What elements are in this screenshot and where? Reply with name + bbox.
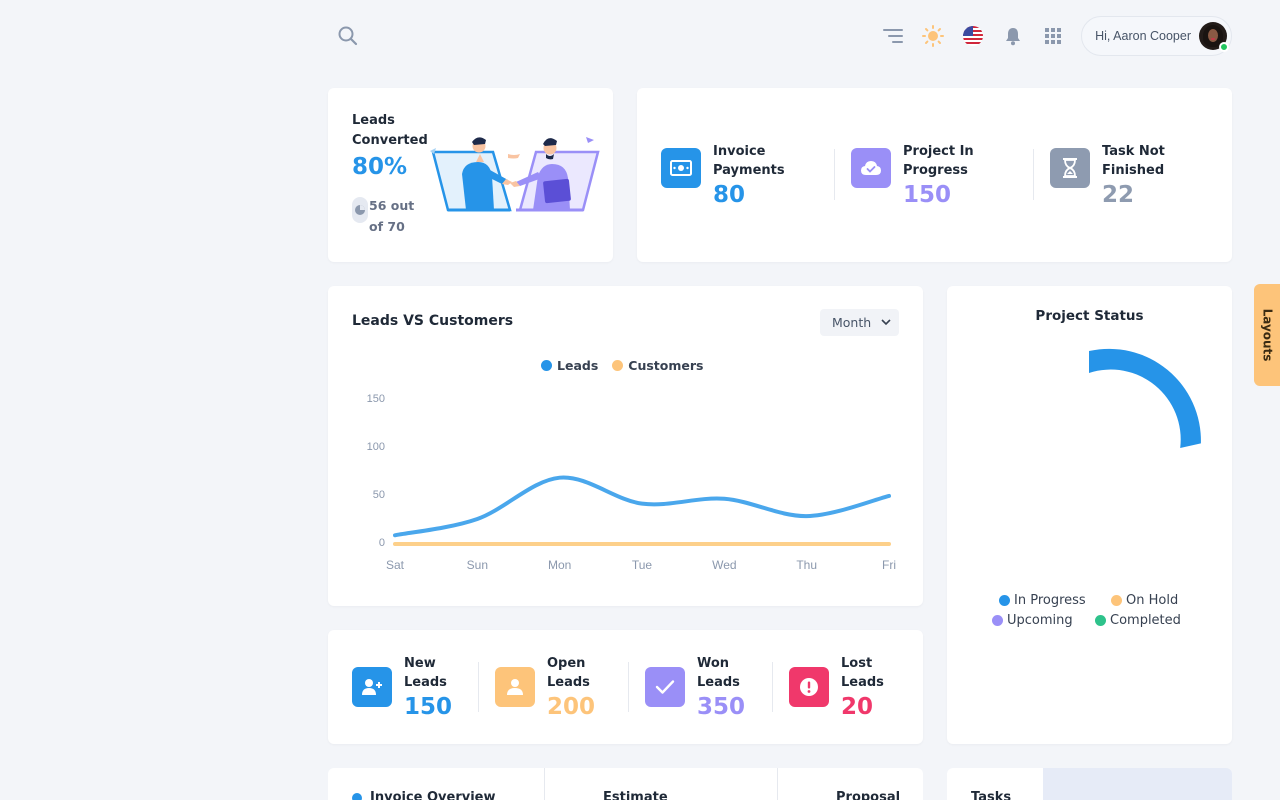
donut-segment-in-progress [1089, 348, 1201, 448]
leads-converted-card: Leads Converted 80% 56 out of 70 [328, 88, 613, 262]
stat-label: Won Leads [697, 656, 740, 690]
y-tick-label: 50 [373, 489, 385, 501]
stat-task-not-finished: Task Not Finished 22 [1050, 142, 1192, 210]
online-status-dot [1219, 42, 1229, 52]
stat-label: Project In Progress [903, 144, 974, 178]
y-tick-label: 0 [379, 537, 385, 549]
legend-item-customers[interactable]: Customers [612, 358, 703, 373]
alert-icon [789, 667, 829, 707]
x-tick-label: Sun [467, 558, 488, 572]
user-icon [495, 667, 535, 707]
x-tick-label: Wed [712, 558, 736, 572]
layouts-side-tab[interactable]: Layouts [1254, 284, 1280, 386]
leads-converted-title: Leads Converted [352, 113, 428, 148]
legend-completed[interactable]: Completed [1095, 613, 1181, 628]
user-plus-icon [352, 667, 392, 707]
stat-label: Lost Leads [841, 656, 884, 690]
invoice-tabs-card: Invoice Overview Estimate Proposal [328, 768, 923, 800]
divider [544, 768, 545, 800]
tasks-card: Tasks [947, 768, 1232, 800]
stat-value: 200 [547, 694, 596, 720]
stat-won-leads: Won Leads 350 [645, 654, 757, 722]
stat-label: Invoice Payments [713, 144, 785, 178]
x-tick-label: Sat [386, 558, 405, 572]
stat-value: 150 [404, 694, 453, 720]
stat-lost-leads: Lost Leads 20 [789, 654, 901, 722]
stat-label: Task Not Finished [1102, 144, 1165, 178]
user-greeting: Hi, Aaron Cooper [1095, 29, 1191, 43]
chevron-down-icon [881, 319, 891, 326]
user-menu[interactable]: Hi, Aaron Cooper [1081, 16, 1232, 56]
stat-value: 80 [713, 182, 746, 208]
us-flag-icon[interactable] [953, 16, 993, 56]
stat-invoice-payments: Invoice Payments 80 [661, 142, 801, 210]
legend-upcoming[interactable]: Upcoming [992, 613, 1073, 628]
leads-converted-percent: 80% [352, 154, 408, 180]
check-icon [645, 667, 685, 707]
legend-item-leads[interactable]: Leads [541, 358, 598, 373]
lead-stats-card: New Leads 150 Open Leads 200 Won Leads 3… [328, 630, 923, 744]
leads-converted-count: 56 out of 70 [369, 198, 415, 234]
apps-grid-icon[interactable] [1033, 16, 1073, 56]
menu-lines-icon[interactable] [873, 16, 913, 56]
stat-project-in-progress: Project In Progress 150 [851, 142, 1013, 210]
money-icon [661, 148, 701, 188]
x-tick-label: Fri [882, 558, 896, 572]
divider [777, 768, 778, 800]
divider [628, 662, 629, 712]
active-tab-dot [352, 792, 362, 800]
pie-chart-icon [352, 197, 368, 223]
tab-invoice-overview[interactable]: Invoice Overview [352, 790, 496, 800]
stat-value: 350 [697, 694, 746, 720]
stat-value: 150 [903, 182, 952, 208]
x-tick-label: Mon [548, 558, 571, 572]
x-tick-label: Thu [796, 558, 817, 572]
y-tick-label: 100 [367, 441, 385, 453]
avatar [1199, 22, 1229, 52]
top-bar: Hi, Aaron Cooper [328, 16, 1232, 56]
y-tick-label: 150 [367, 393, 385, 405]
stat-label: Open Leads [547, 656, 590, 690]
series-line-leads [393, 475, 891, 538]
bell-icon[interactable] [993, 16, 1033, 56]
hourglass-icon [1050, 148, 1090, 188]
stat-value: 20 [841, 694, 874, 720]
divider [834, 149, 835, 200]
stat-value: 22 [1102, 182, 1135, 208]
tab-proposal[interactable]: Proposal [836, 790, 901, 800]
tab-estimate[interactable]: Estimate [603, 790, 668, 800]
cloud-icon [851, 148, 891, 188]
stat-open-leads: Open Leads 200 [495, 654, 607, 722]
divider [772, 662, 773, 712]
divider [478, 662, 479, 712]
handshake-illustration [428, 132, 600, 214]
divider [1033, 149, 1034, 200]
legend-on-hold[interactable]: On Hold [1111, 593, 1178, 608]
chart-legend: Leads Customers [541, 358, 717, 373]
summary-card: Invoice Payments 80 Project In Progress … [637, 88, 1232, 262]
project-status-title: Project Status [1035, 308, 1144, 324]
legend-in-progress[interactable]: In Progress [999, 593, 1086, 608]
stat-label: New Leads [404, 656, 447, 690]
period-select-value: Month [832, 315, 872, 330]
project-status-donut [1089, 348, 1201, 448]
stat-new-leads: New Leads 150 [352, 654, 464, 722]
chart-title: Leads VS Customers [352, 313, 514, 329]
sun-icon[interactable] [913, 16, 953, 56]
search-icon[interactable] [336, 24, 360, 48]
project-status-card: Project Status In Progress On Hold Upcom… [947, 286, 1232, 744]
period-select[interactable]: Month [820, 309, 899, 336]
x-tick-label: Tue [632, 558, 653, 572]
tab-tasks[interactable]: Tasks [947, 768, 1043, 800]
leads-vs-customers-card: Leads VS Customers Month Leads Customers… [328, 286, 923, 606]
